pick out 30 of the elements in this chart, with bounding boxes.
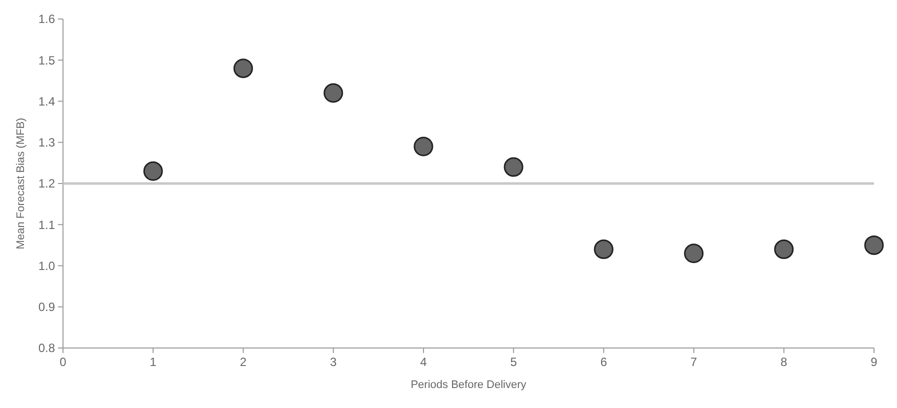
x-tick-label: 6 — [600, 355, 608, 369]
point — [594, 240, 614, 260]
point — [324, 83, 344, 103]
point — [864, 235, 884, 255]
x-tick-label: 8 — [780, 355, 788, 369]
y-tick-label: 1.5 — [38, 53, 56, 68]
point — [774, 240, 794, 260]
x-tick-label: 2 — [240, 355, 247, 369]
x-tick-label: 9 — [870, 355, 878, 369]
y-tick-label: 0.8 — [38, 341, 56, 356]
point — [684, 244, 704, 264]
x-tick-label: 5 — [510, 355, 518, 369]
y-tick-label: 0.9 — [38, 300, 56, 314]
y-tick-label: 1.1 — [38, 218, 56, 232]
x-tick-label: 3 — [330, 355, 337, 369]
y-tick-label: 1.6 — [38, 12, 56, 26]
x-tick-label: 0 — [60, 355, 67, 369]
y-tick-label: 1.4 — [38, 94, 56, 108]
y-tick-label: 1.3 — [38, 136, 56, 150]
y-tick-label: 1.2 — [38, 176, 56, 191]
x-tick-label: 4 — [420, 355, 428, 369]
point — [504, 157, 524, 177]
point — [414, 136, 434, 156]
y-axis-title: Mean Forecast Bias (MFB) — [15, 118, 27, 250]
x-tick-label: 7 — [690, 355, 698, 369]
x-axis-title: Periods Before Delivery — [410, 379, 527, 391]
point — [233, 58, 253, 78]
x-tick-label: 1 — [150, 355, 157, 369]
point — [143, 161, 163, 181]
y-tick-label: 1.0 — [38, 258, 56, 273]
